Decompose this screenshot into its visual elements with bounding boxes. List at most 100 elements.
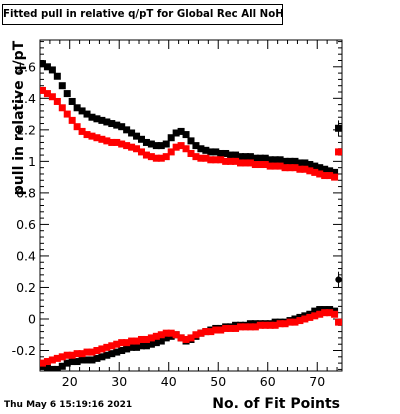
data-point <box>311 168 319 176</box>
data-point <box>306 313 314 321</box>
data-point <box>321 309 329 317</box>
data-point <box>113 121 121 129</box>
data-point <box>246 323 254 331</box>
data-point <box>93 354 101 362</box>
x-tick-label: 30 <box>111 374 127 389</box>
data-point <box>301 159 309 167</box>
data-point <box>286 157 294 165</box>
data-point <box>128 143 136 151</box>
data-point <box>98 345 106 353</box>
data-point <box>53 365 61 371</box>
data-point <box>157 142 165 150</box>
data-point <box>147 334 155 342</box>
data-point <box>301 165 309 173</box>
data-point <box>301 315 309 323</box>
data-point <box>316 164 324 172</box>
data-point <box>316 306 324 314</box>
data-point <box>202 328 210 336</box>
data-point <box>83 348 91 356</box>
data-point <box>197 154 205 162</box>
data-point <box>142 151 150 159</box>
data-point <box>73 350 81 358</box>
outlier-point <box>335 124 343 132</box>
data-point <box>271 321 279 329</box>
data-point <box>331 173 339 181</box>
data-point <box>157 331 165 339</box>
data-point <box>133 343 141 351</box>
data-point <box>212 326 220 334</box>
y-tick-label: 1.6 <box>16 59 36 74</box>
data-point <box>133 337 141 345</box>
data-point <box>202 146 210 154</box>
data-point <box>78 107 86 115</box>
data-point <box>256 154 264 162</box>
data-point <box>207 328 215 336</box>
data-point <box>73 358 81 366</box>
data-point <box>48 365 56 371</box>
y-tick-label: 0 <box>28 311 36 326</box>
data-point <box>281 164 289 172</box>
data-point <box>128 337 136 345</box>
chart-title: Fitted pull in relative q/pT for Global … <box>2 4 283 25</box>
data-point <box>93 115 101 123</box>
data-point <box>98 353 106 361</box>
x-tick-label: 40 <box>161 374 177 389</box>
data-point <box>177 127 185 135</box>
data-point <box>108 342 116 350</box>
data-point <box>331 310 339 318</box>
data-point <box>123 142 131 150</box>
data-point <box>261 154 269 162</box>
data-point <box>113 138 121 146</box>
data-point <box>53 72 61 80</box>
data-point <box>222 157 230 165</box>
data-point <box>212 156 220 164</box>
data-point <box>217 149 225 157</box>
data-point <box>68 351 76 359</box>
data-point <box>152 332 160 340</box>
x-axis-label: No. of Fit Points <box>212 396 340 412</box>
outlier-point <box>335 148 343 156</box>
data-point <box>162 334 170 342</box>
data-point <box>251 161 259 169</box>
data-point <box>88 113 96 121</box>
data-point <box>118 339 126 347</box>
data-point <box>326 172 334 180</box>
data-point <box>58 353 66 361</box>
y-tick-label: 0.8 <box>16 185 36 200</box>
data-point <box>227 157 235 165</box>
data-point <box>276 320 284 328</box>
data-point <box>227 151 235 159</box>
y-tick-label: 1 <box>28 154 36 169</box>
data-point <box>78 356 86 364</box>
data-point <box>53 97 61 105</box>
outlier-point <box>335 276 342 283</box>
data-point <box>137 342 145 350</box>
data-point <box>182 335 190 343</box>
data-point <box>157 337 165 345</box>
data-point <box>78 350 86 358</box>
data-point <box>118 123 126 131</box>
data-point <box>172 143 180 151</box>
data-point <box>83 356 91 364</box>
data-point <box>103 137 111 145</box>
data-point <box>217 326 225 334</box>
data-point <box>187 334 195 342</box>
data-point <box>276 156 284 164</box>
data-point <box>152 154 160 162</box>
data-point <box>331 168 339 176</box>
y-axis-label: pull in relative q/pT <box>11 40 27 196</box>
data-point <box>177 334 185 342</box>
data-point <box>276 162 284 170</box>
data-point <box>311 162 319 170</box>
outlier-point <box>335 318 343 326</box>
data-point <box>271 156 279 164</box>
data-point <box>251 323 259 331</box>
data-point <box>207 156 215 164</box>
data-point <box>63 351 71 359</box>
data-point <box>202 154 210 162</box>
data-point <box>246 153 254 161</box>
data-point <box>316 170 324 178</box>
data-point <box>128 129 136 137</box>
data-point <box>281 157 289 165</box>
